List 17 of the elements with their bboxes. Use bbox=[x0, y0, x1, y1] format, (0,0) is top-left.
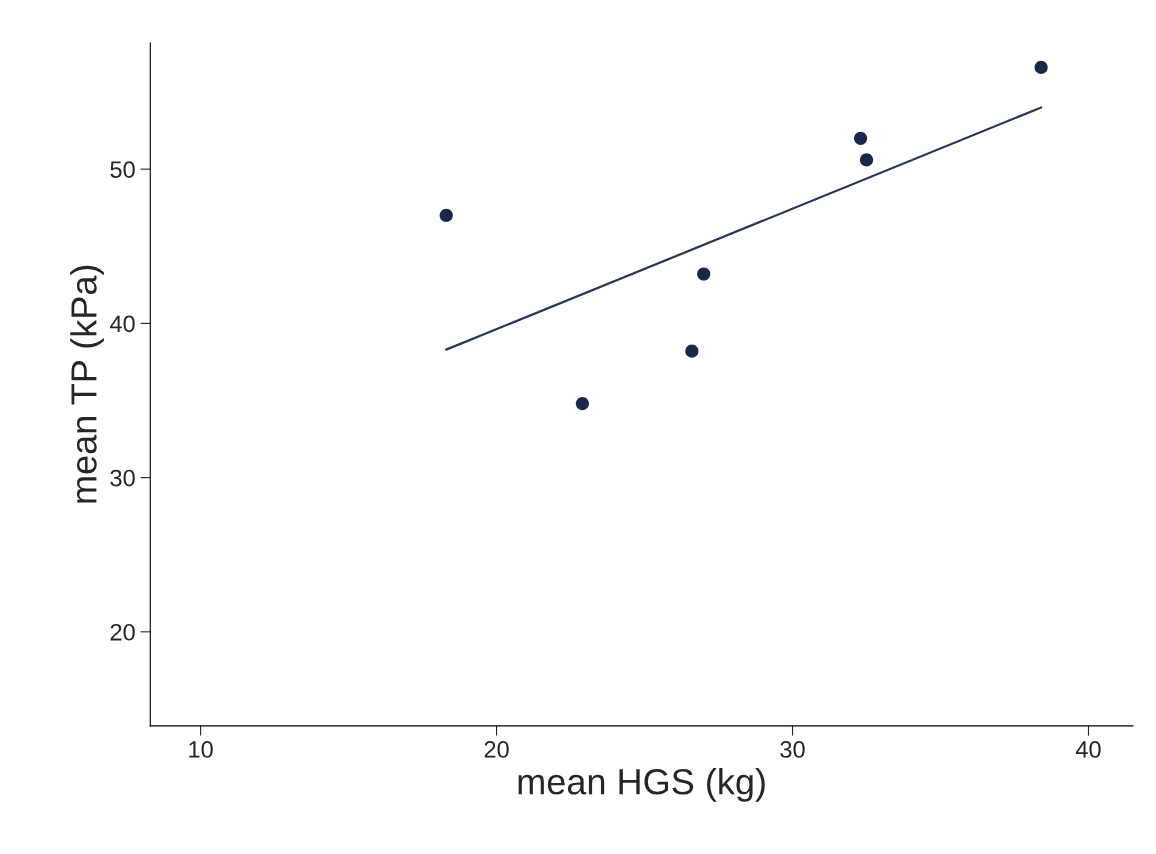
y-tick-label: 30 bbox=[110, 469, 135, 487]
point bbox=[685, 344, 699, 358]
x-tick-label: 40 bbox=[1075, 741, 1101, 758]
y-tick-label: 20 bbox=[110, 623, 135, 641]
point bbox=[859, 153, 874, 167]
point bbox=[439, 208, 453, 223]
x-tick-label: 20 bbox=[484, 741, 509, 758]
x-tick-label: 30 bbox=[780, 741, 805, 758]
point bbox=[1034, 60, 1048, 74]
point bbox=[697, 267, 711, 281]
y-axis-title: mean TP (kPa) bbox=[70, 265, 104, 503]
y-tick-label: 50 bbox=[110, 161, 135, 178]
point bbox=[575, 396, 589, 411]
x-axis-title: mean HGS (kg) bbox=[518, 768, 765, 802]
point bbox=[854, 131, 868, 145]
y-tick-label: 40 bbox=[109, 315, 135, 333]
x-tick-label: 10 bbox=[189, 741, 213, 758]
